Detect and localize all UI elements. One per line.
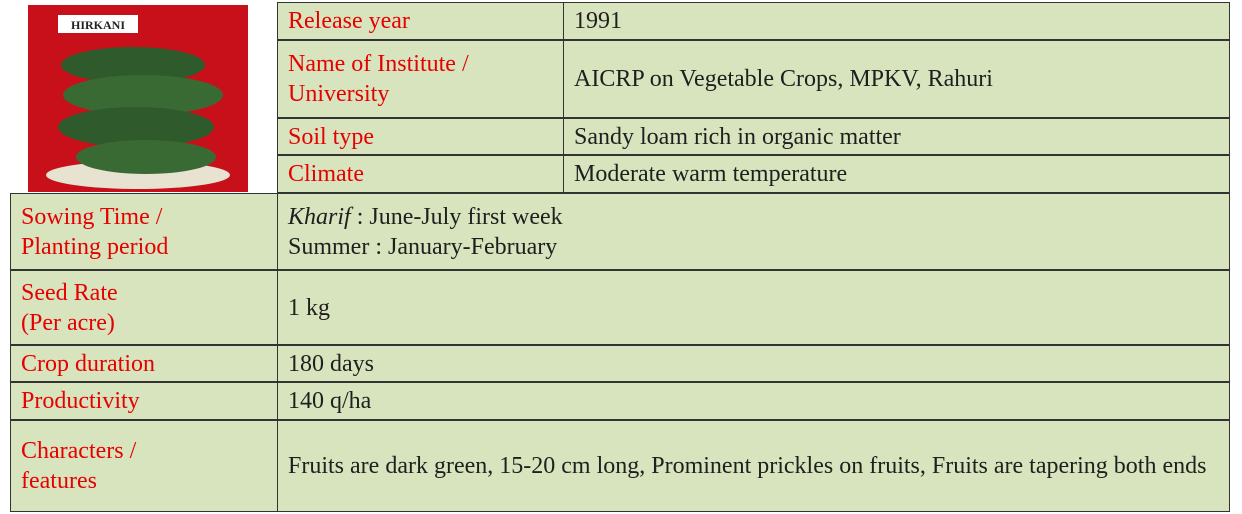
text-line: Moderate warm temperature [574,161,848,187]
fruit [58,107,214,147]
text-line: University [288,81,390,107]
text-line: 1 kg [288,294,330,321]
label-cell: Name of Institute / University [277,40,564,118]
text-line: Climate [288,161,364,187]
label-cell: Crop duration [10,345,278,382]
value-cell: 180 days [277,345,1230,382]
text-line: Productivity [21,388,140,414]
variety-photo: HIRKANI [28,5,248,192]
value-cell: 140 q/ha [277,382,1230,420]
fruit [61,47,205,83]
text-line: Fruits are dark green, 15-20 cm long, Pr… [288,453,1207,479]
label-box [58,15,138,33]
value-cell: Moderate warm temperature [563,155,1230,193]
label-cell: Sowing Time / Planting period [10,193,278,270]
label-cell: Release year [277,2,564,40]
text-line: Summer : January-February [288,233,558,260]
text-line: features [21,468,97,494]
label-cell: Climate [277,155,564,193]
value-cell: Kharif : June-July first week Summer : Ja… [277,193,1230,270]
text-line: Kharif : June-July first week [288,202,1219,232]
text-line: Sandy loam rich in organic matter [574,123,901,150]
value-cell: Sandy loam rich in organic matter [563,118,1230,155]
text-line: Release year [288,8,410,34]
text-line: 1991 [574,8,622,34]
value-cell: AICRP on Vegetable Crops, MPKV, Rahuri [563,40,1230,118]
text-line: Sowing Time / [21,203,163,230]
text-line: (Per acre) [21,309,115,336]
label-cell: Soil type [277,118,564,155]
text-part: : June-July first week [350,203,563,230]
text-line: 140 q/ha [288,388,372,414]
label-cell: Productivity [10,382,278,420]
text-line: Crop duration [21,350,155,377]
text-line: Name of Institute / [288,51,469,77]
label-cell: Seed Rate (Per acre) [10,270,278,345]
value-cell: Fruits are dark green, 15-20 cm long, Pr… [277,420,1230,512]
photo-label: HIRKANI [71,18,125,32]
text-part: Kharif [288,203,351,230]
text-line: Characters / [21,438,137,464]
label-cell: Characters / features [10,420,278,512]
text-line: AICRP on Vegetable Crops, MPKV, Rahuri [574,66,993,92]
value-cell: 1991 [563,2,1230,40]
value-cell: 1 kg [277,270,1230,345]
text-line: Seed Rate [21,279,118,306]
fruit [76,140,216,174]
text-line: 180 days [288,350,374,377]
fruit [63,75,223,115]
text-line: Soil type [288,123,375,150]
text-line: Planting period [21,233,169,260]
